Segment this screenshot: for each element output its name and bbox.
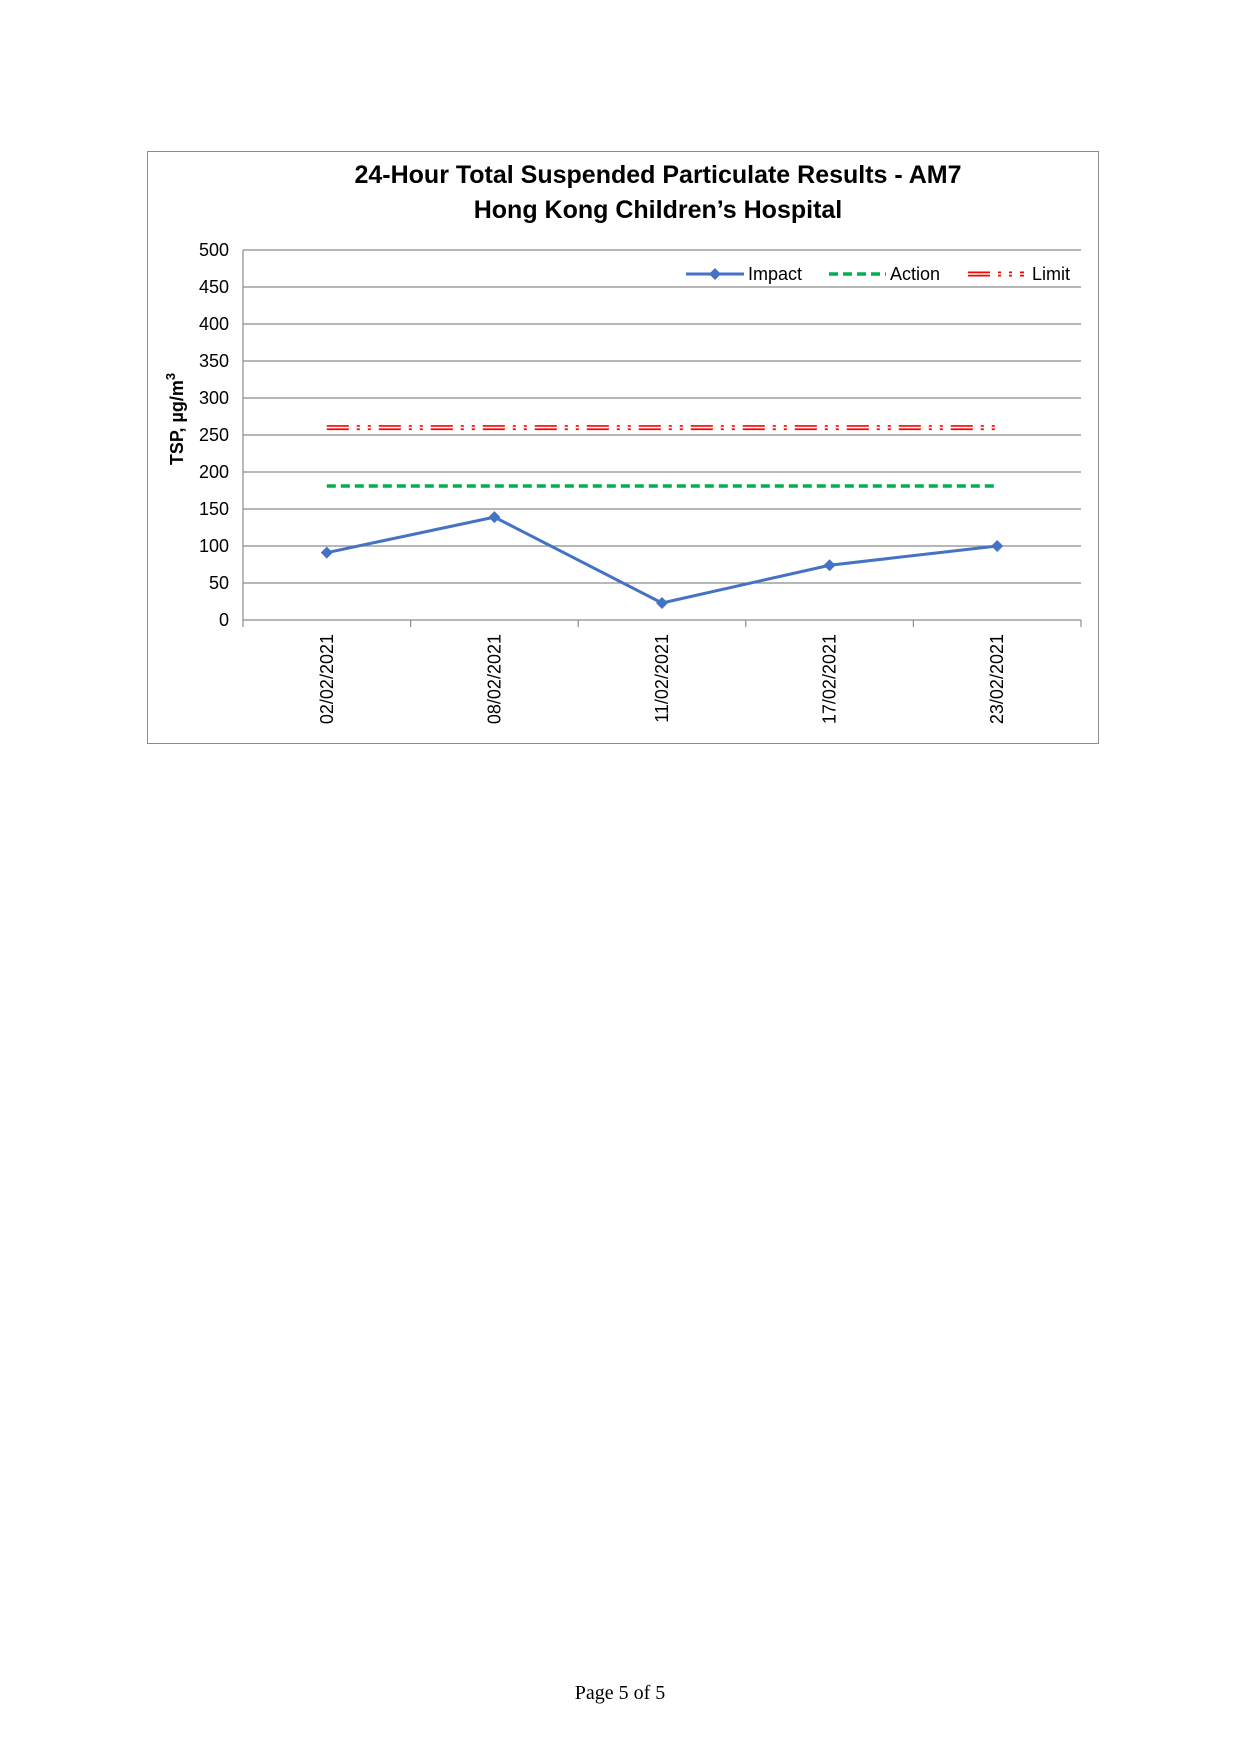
legend-label-impact: Impact: [748, 264, 802, 284]
chart-title: 24-Hour Total Suspended Particulate Resu…: [354, 161, 961, 189]
y-tick-label: 250: [199, 425, 229, 445]
series-line-impact: [326, 515, 998, 605]
y-tick-label: 50: [209, 573, 229, 593]
data-point-impact: [656, 596, 668, 609]
data-point-impact: [823, 559, 836, 572]
y-tick-label: 400: [199, 314, 229, 334]
y-tick-label: 150: [199, 499, 229, 519]
data-point-impact: [488, 511, 501, 524]
x-tick-label: 17/02/2021: [820, 634, 840, 724]
x-tick-label: 11/02/2021: [652, 634, 672, 723]
y-tick-label: 0: [219, 610, 229, 630]
y-tick-label: 200: [199, 462, 229, 482]
y-tick-label: 500: [199, 240, 229, 260]
legend-marker-impact: [709, 268, 721, 280]
tsp-chart: 24-Hour Total Suspended Particulate Resu…: [163, 161, 1082, 724]
y-tick-label: 300: [199, 388, 229, 408]
x-tick-label: 08/02/2021: [484, 634, 504, 724]
x-tick-label: 02/02/2021: [317, 634, 337, 724]
legend-label-action: Action: [890, 264, 940, 284]
y-tick-label: 100: [199, 536, 229, 556]
page-number: Page 5 of 5: [574, 1682, 666, 1704]
chart-subtitle: Hong Kong Children’s Hospital: [474, 196, 843, 224]
y-tick-label: 350: [199, 351, 229, 371]
data-point-impact: [991, 540, 1004, 552]
data-point-impact: [320, 546, 333, 559]
x-tick-label: 23/02/2021: [987, 634, 1007, 724]
legend-label-limit: Limit: [1032, 264, 1070, 284]
y-tick-label: 450: [199, 277, 229, 297]
y-axis-label: TSP, µg/m3: [163, 373, 187, 465]
